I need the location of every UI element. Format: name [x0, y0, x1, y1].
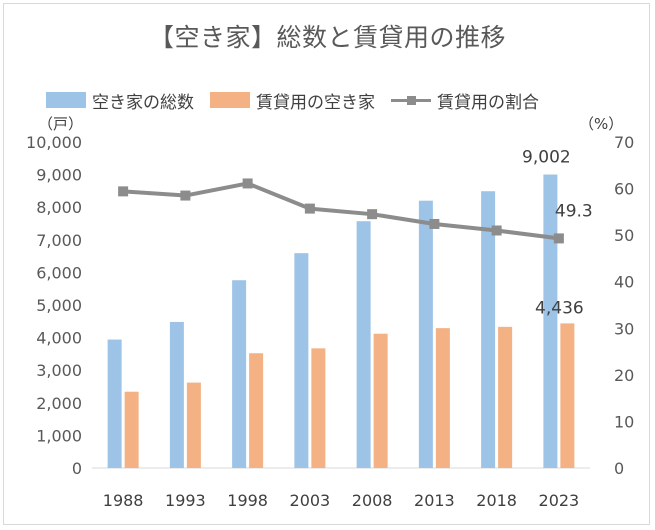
x-tick-label: 2003 — [290, 491, 331, 510]
left-tick-label: 1,000 — [36, 426, 82, 445]
data-label-total-2023: 9,002 — [522, 148, 571, 168]
x-tick-label: 1993 — [165, 491, 206, 510]
legend-label-rental: 賃貸用の空き家 — [256, 92, 375, 113]
legend-label-total: 空き家の総数 — [92, 92, 194, 113]
bar-rental — [498, 326, 513, 468]
left-tick-label: 8,000 — [36, 198, 82, 217]
right-tick-label: 40 — [614, 273, 634, 292]
bar-total — [294, 253, 309, 468]
left-tick-label: 4,000 — [36, 329, 82, 348]
x-tick-label: 1988 — [103, 491, 144, 510]
data-label-rental-2023: 4,436 — [535, 298, 584, 318]
bar-rental — [560, 323, 575, 468]
data-label-ratio-2023: 49.3 — [555, 201, 593, 221]
left-tick-label: 10,000 — [26, 133, 82, 152]
ratio-point — [553, 233, 564, 244]
right-tick-label: 10 — [614, 412, 634, 431]
right-tick-label: 30 — [614, 319, 634, 338]
right-axis-unit: （%） — [579, 115, 624, 133]
left-tick-label: 3,000 — [36, 361, 82, 380]
left-tick-label: 7,000 — [36, 231, 82, 250]
left-tick-label: 2,000 — [36, 394, 82, 413]
bar-rental — [249, 353, 264, 468]
bar-total — [543, 174, 558, 469]
right-tick-label: 60 — [614, 180, 634, 199]
legend: 空き家の総数 賃貸用の空き家 賃貸用の割合 — [46, 88, 555, 113]
x-tick-label: 2013 — [414, 491, 455, 510]
left-tick-label: 0 — [72, 459, 82, 478]
chart-title: 【空き家】総数と賃貸用の推移 — [148, 23, 506, 52]
bar-total — [418, 200, 433, 468]
ratio-point — [118, 186, 129, 197]
bar-total — [232, 280, 247, 468]
left-tick-label: 5,000 — [36, 296, 82, 315]
left-tick-label: 9,000 — [36, 166, 82, 185]
legend-item-ratio: 賃貸用の割合 — [391, 88, 539, 113]
right-tick-label: 0 — [614, 459, 624, 478]
bar-rental — [435, 328, 450, 468]
ratio-point — [491, 225, 502, 236]
bar-rental — [311, 348, 326, 468]
ratio-point — [242, 178, 253, 189]
bar-rental — [124, 391, 139, 468]
x-tick-label: 2018 — [476, 491, 517, 510]
legend-swatch-ratio — [391, 92, 431, 108]
x-tick-label: 2008 — [352, 491, 393, 510]
bar-total — [356, 221, 371, 468]
bar-total — [169, 321, 184, 468]
bar-rental — [373, 333, 388, 468]
ratio-point — [304, 203, 315, 214]
ratio-point — [367, 209, 378, 220]
right-tick-label: 20 — [614, 366, 634, 385]
left-tick-label: 6,000 — [36, 263, 82, 282]
right-tick-label: 50 — [614, 226, 634, 245]
x-tick-label: 2023 — [539, 491, 580, 510]
legend-label-ratio: 賃貸用の割合 — [437, 92, 539, 113]
bar-total — [107, 339, 122, 468]
ratio-point — [429, 218, 440, 229]
legend-swatch-total — [46, 92, 86, 108]
x-tick-label: 1998 — [227, 491, 268, 510]
legend-item-rental: 賃貸用の空き家 — [210, 88, 375, 113]
ratio-line — [122, 181, 560, 241]
left-axis-unit: （戸） — [38, 115, 84, 133]
ratio-point — [180, 190, 191, 201]
legend-swatch-rental — [210, 92, 250, 108]
legend-item-total: 空き家の総数 — [46, 88, 194, 113]
right-tick-label: 70 — [614, 133, 634, 152]
bar-rental — [186, 382, 201, 468]
bar-total — [481, 191, 496, 468]
